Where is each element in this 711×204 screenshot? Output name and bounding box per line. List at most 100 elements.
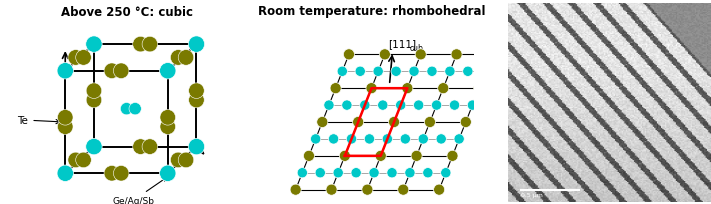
Circle shape	[427, 67, 437, 77]
Circle shape	[159, 165, 176, 182]
Circle shape	[113, 64, 129, 79]
Circle shape	[397, 184, 409, 195]
Circle shape	[337, 67, 348, 77]
Circle shape	[57, 63, 73, 80]
Circle shape	[375, 151, 386, 162]
Circle shape	[391, 67, 401, 77]
Circle shape	[360, 100, 370, 111]
Circle shape	[378, 100, 388, 111]
Circle shape	[160, 110, 176, 125]
Circle shape	[326, 184, 337, 195]
Circle shape	[460, 117, 471, 128]
Circle shape	[317, 117, 328, 128]
Circle shape	[441, 168, 451, 178]
Circle shape	[188, 93, 204, 108]
Circle shape	[418, 134, 429, 144]
Circle shape	[402, 83, 413, 94]
Circle shape	[445, 67, 455, 77]
Circle shape	[414, 100, 424, 111]
Circle shape	[383, 134, 392, 144]
Circle shape	[423, 168, 433, 178]
Circle shape	[474, 83, 485, 94]
Circle shape	[373, 67, 383, 77]
Text: cub: cub	[410, 44, 424, 53]
Circle shape	[436, 134, 447, 144]
Circle shape	[315, 168, 326, 178]
Circle shape	[487, 50, 498, 61]
Circle shape	[290, 184, 301, 195]
Circle shape	[129, 103, 141, 115]
Circle shape	[411, 151, 422, 162]
Circle shape	[339, 151, 351, 162]
Circle shape	[142, 139, 158, 155]
Text: Above 250 °C: cubic: Above 250 °C: cubic	[60, 6, 193, 19]
Circle shape	[160, 119, 176, 135]
Circle shape	[133, 37, 149, 53]
Circle shape	[86, 37, 102, 53]
Text: [111]: [111]	[388, 39, 417, 49]
Circle shape	[395, 100, 406, 111]
Circle shape	[297, 168, 307, 178]
Circle shape	[362, 184, 373, 195]
Circle shape	[438, 83, 449, 94]
Circle shape	[68, 50, 83, 66]
Circle shape	[120, 103, 133, 115]
Circle shape	[75, 50, 91, 66]
Circle shape	[409, 67, 419, 77]
Circle shape	[481, 67, 491, 77]
Circle shape	[434, 184, 444, 195]
Circle shape	[424, 117, 435, 128]
Text: Ge/Ag/Sb: Ge/Ag/Sb	[112, 178, 166, 204]
Circle shape	[86, 139, 102, 155]
Circle shape	[342, 100, 352, 111]
Circle shape	[113, 166, 129, 181]
Circle shape	[328, 134, 338, 144]
Circle shape	[353, 117, 364, 128]
Circle shape	[351, 168, 361, 178]
Circle shape	[432, 100, 442, 111]
Circle shape	[355, 67, 365, 77]
Circle shape	[467, 100, 478, 111]
Circle shape	[58, 110, 73, 125]
Circle shape	[400, 134, 410, 144]
Text: Te: Te	[18, 115, 60, 125]
Circle shape	[159, 63, 176, 80]
Text: 0.5 μm: 0.5 μm	[520, 192, 542, 197]
Circle shape	[366, 83, 377, 94]
Circle shape	[178, 152, 194, 168]
Circle shape	[86, 83, 102, 99]
Circle shape	[171, 152, 186, 168]
Circle shape	[346, 134, 357, 144]
Circle shape	[333, 168, 343, 178]
Circle shape	[311, 134, 321, 144]
Circle shape	[388, 117, 400, 128]
Circle shape	[142, 37, 158, 53]
Text: Room temperature: rhombohedral: Room temperature: rhombohedral	[258, 5, 485, 18]
Circle shape	[57, 165, 73, 182]
Circle shape	[304, 151, 314, 162]
Circle shape	[188, 37, 205, 53]
Circle shape	[454, 134, 464, 144]
Circle shape	[405, 168, 415, 178]
Circle shape	[451, 50, 462, 61]
Circle shape	[330, 83, 341, 94]
Circle shape	[104, 64, 119, 79]
Circle shape	[68, 152, 83, 168]
Circle shape	[379, 50, 390, 61]
Circle shape	[447, 151, 458, 162]
Circle shape	[449, 100, 459, 111]
Circle shape	[171, 50, 186, 66]
Circle shape	[387, 168, 397, 178]
Circle shape	[86, 93, 102, 108]
Circle shape	[369, 168, 379, 178]
Circle shape	[324, 100, 334, 111]
Circle shape	[178, 50, 194, 66]
Circle shape	[415, 50, 426, 61]
Circle shape	[58, 119, 73, 135]
Circle shape	[364, 134, 375, 144]
Circle shape	[104, 166, 119, 181]
Circle shape	[188, 83, 204, 99]
Circle shape	[75, 152, 91, 168]
Circle shape	[188, 139, 205, 155]
Circle shape	[133, 139, 149, 155]
